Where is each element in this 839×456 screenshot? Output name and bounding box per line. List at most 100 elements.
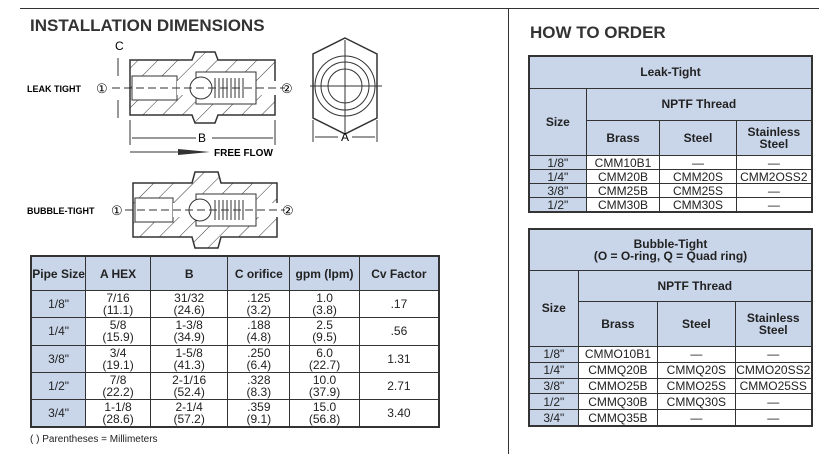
dimension-cell: 7/16 (11.1) [85,290,151,319]
col-header: C orifice [227,255,291,292]
bubble-tight-valve-drawing [125,171,285,249]
dimension-cell: .188 (4.8) [227,317,291,346]
dimension-cell: 7/8 (22.2) [85,371,151,400]
dim-c-label: C [115,39,124,53]
size-header: Size [528,87,587,157]
part-number-cell: CMMO25B [577,377,659,395]
inch-value: 7/8 [109,372,127,387]
divider [509,8,819,9]
table-title: Bubble-Tight (O = O-ring, Q = Quad ring) [528,228,813,271]
dimension-cell: 2-1/4 (57.2) [149,398,229,428]
dimension-cell: 1-1/8 (28.6) [85,398,151,428]
thread-header: NPTF Thread [577,269,813,303]
section-title-installation: INSTALLATION DIMENSIONS [30,16,265,35]
part-number-cell: — [735,155,813,171]
mm-value: (3.8) [312,303,337,318]
size-cell: 1/4" [528,361,579,379]
table-row: 1/4" CMM20B CMM20S CMM2OSS2 [528,169,813,185]
part-number-cell: — [657,346,736,363]
part-number-cell: CMM20S [659,169,737,185]
mm-value: (24.6) [173,303,205,318]
part-number-cell: — [734,346,813,363]
part-number-cell: CMMO25SS [734,377,813,395]
col-header: Stainless Steel [735,119,813,157]
dimension-cell: 2.5 (9.5) [289,317,360,346]
dimension-cell: 5/8 (15.9) [85,317,151,346]
col-header: Pipe Size [30,255,87,292]
part-number-cell: CMMO20SS2 [734,361,813,379]
part-number-cell: CMMQ30S [657,393,736,411]
mm-value: (56.8) [308,411,341,426]
col-header: Steel [657,301,736,348]
port-2-label: ② [282,203,294,218]
dimension-cell: 31/32 (24.6) [149,290,229,319]
part-number-cell: CMMQ30B [577,393,659,411]
port-1-label: ① [111,203,123,218]
inch-value: 15.0 [312,399,337,414]
size-cell: 1/4" [528,169,587,185]
size-cell: 1/8" [528,155,587,171]
dimension-cell: 1.0 (3.8) [289,290,360,319]
inch-value: 6.0 [316,345,333,360]
footnote: ( ) Parentheses = Millimeters [30,434,158,445]
part-number-cell: CMMQ20S [657,361,736,379]
table-row: 3/8" 3/4 (19.1) 1-5/8 (41.3) .250 (6.4) 6.0 (22.… [30,344,440,373]
size-cell: 1/2" [528,393,579,411]
mm-value: (15.9) [102,330,134,345]
installation-drawing: C B A FREE FLOW LEAK TIGHT ① ② BUBBLE-TI… [27,37,382,249]
table-row: 1/4" 5/8 (15.9) 1-3/8 (34.9) .188 (4.8) 2.5 (9.5… [30,317,440,346]
dimension-cell: .125 (3.2) [227,290,291,319]
dimension-cell: 10.0 (37.9) [289,371,360,400]
size-cell: 3/4" [528,409,579,427]
part-number-cell: CMMQ20B [577,361,659,379]
mm-value: (11.1) [102,303,134,318]
port-1-label: ① [96,81,108,96]
mm-value: (19.1) [102,357,134,372]
thread-header: NPTF Thread [585,87,813,121]
col-header: Steel [659,119,737,157]
table-row: 3/4" CMMQ35B — — [528,409,813,427]
inch-value: .359 [247,399,271,414]
mm-value: (28.6) [102,411,134,426]
mm-value: (57.2) [173,411,205,426]
inch-value: 1-5/8 [175,345,203,360]
free-flow-label: FREE FLOW [214,148,273,159]
part-number-cell: CMM2OSS2 [735,169,813,185]
part-number-cell: — [734,393,813,411]
pipe-size-cell: 3/8" [30,344,87,373]
size-header: Size [528,269,579,348]
pipe-size-cell: 1/2" [30,371,87,400]
bubble-tight-label: BUBBLE-TIGHT [27,206,95,216]
divider [508,8,509,454]
table-subtitle: (O = O-ring, Q = Quad ring) [593,248,748,263]
mm-value: (37.9) [308,384,341,399]
inch-value: 5/8 [109,318,127,333]
part-number-cell: CMMO25S [657,377,736,395]
dimension-cell: 6.0 (22.7) [289,344,360,373]
part-number-cell: — [735,196,813,213]
mm-value: (4.8) [246,330,272,345]
mm-value: (34.9) [173,330,205,345]
table-row: 1/8" 7/16 (11.1) 31/32 (24.6) .125 (3.2) 1.0 (3.… [30,290,440,319]
table-row: 1/2" CMMQ30B CMMQ30S — [528,393,813,411]
col-header: Brass [585,119,661,157]
size-cell: 3/8" [528,377,579,395]
dimension-cell: .250 (6.4) [227,344,291,373]
inch-value: 1.0 [316,291,333,306]
dimension-cell: 3/4 (19.1) [85,344,151,373]
table-row: 1/2" CMM30B CMM30S — [528,196,813,213]
leak-tight-order-table: Leak-Tight Size NPTF Thread Brass Steel Sta… [528,55,813,213]
inch-value: 31/32 [174,291,205,306]
table-row: 3/8" CMM25B CMM25S — [528,183,813,199]
table-row: 3/8" CMMO25B CMMO25S CMMO25SS [528,377,813,395]
mm-value: (22.2) [102,384,134,399]
inch-value: 10.0 [312,372,337,387]
inch-value: .328 [247,372,271,387]
cv-cell: 2.71 [358,371,440,400]
port-2-label: ② [281,81,293,96]
col-header: A HEX [85,255,151,292]
table-title-text: Bubble-Tight [633,236,708,251]
part-number-cell: CMM30B [585,196,661,213]
col-header: Cv Factor [358,255,440,292]
